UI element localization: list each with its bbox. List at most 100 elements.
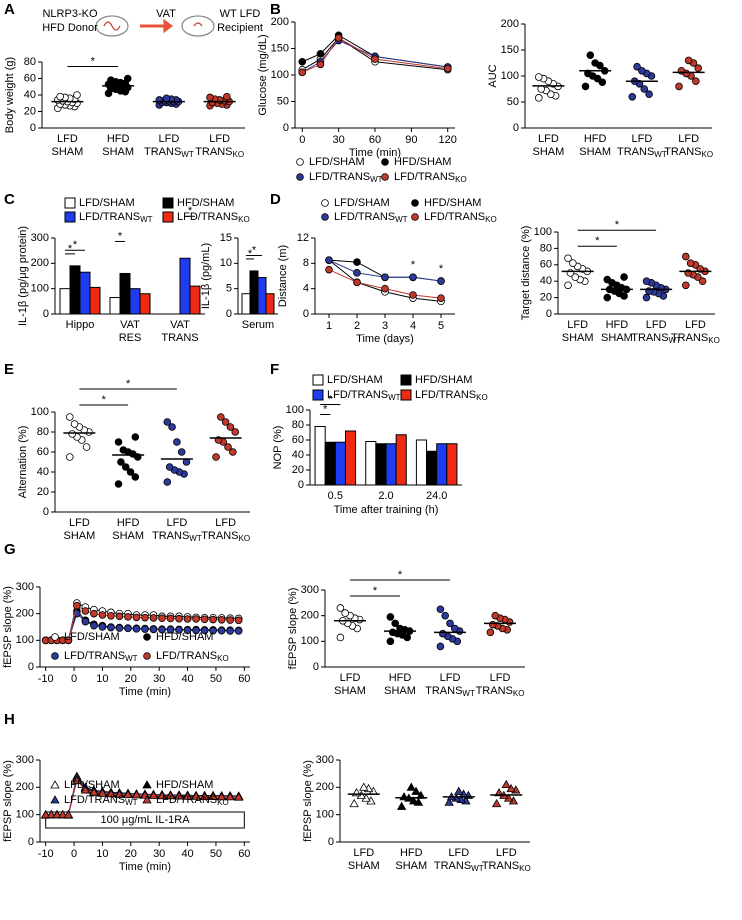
legend-label-sub: KO: [455, 175, 467, 184]
point: [131, 433, 140, 441]
legend-label: HFD/SHAM: [424, 197, 481, 209]
legend-marker: [296, 158, 304, 166]
point: [642, 293, 651, 302]
point: [416, 790, 426, 799]
point: [436, 642, 445, 651]
y-axis-label: AUC: [487, 64, 499, 87]
point: [65, 413, 74, 421]
legend-label-text: HFD/SHAM: [177, 197, 234, 209]
annotation: Recipient: [217, 22, 263, 34]
x-tick-label: LFD: [538, 133, 559, 145]
point: [491, 611, 500, 620]
legend-label-sub: WT: [370, 175, 383, 184]
point: [234, 616, 243, 625]
point: [217, 626, 226, 635]
x-tick-label: LFD: [209, 133, 230, 145]
x-tick-label: LFD: [678, 133, 699, 145]
x-axis-label: Time (days): [356, 333, 414, 345]
y-tick-label: 0: [283, 122, 289, 134]
point: [686, 259, 695, 267]
point: [391, 619, 400, 628]
significance-label: *: [328, 393, 333, 405]
point: [406, 782, 416, 791]
x-tick-label-sub: KO: [519, 864, 531, 873]
legend-label: LFD/TRANSWT: [309, 171, 383, 184]
point: [148, 790, 159, 799]
legend-label-sub: KO: [476, 393, 488, 402]
legend-label-text: LFD/SHAM: [309, 156, 365, 168]
bar: [249, 270, 259, 315]
point: [334, 34, 343, 42]
legend-label: LFD/TRANSWT: [334, 211, 408, 224]
panel-letter: F: [270, 361, 279, 378]
y-tick-label: 20: [292, 464, 304, 476]
point: [696, 265, 704, 273]
bar: [365, 441, 377, 486]
x-tick-label: TRANSWT: [144, 146, 194, 159]
point: [117, 458, 125, 466]
point: [124, 613, 132, 621]
x-tick-label-text: TRANS: [152, 530, 189, 542]
bar: [415, 439, 428, 486]
significance-label: *: [248, 248, 253, 260]
y-tick-label: 15: [220, 232, 232, 244]
point: [386, 637, 395, 646]
point: [81, 617, 90, 626]
point: [208, 791, 218, 801]
legend-marker: [142, 780, 152, 789]
legend-marker: [381, 158, 389, 166]
point: [681, 252, 690, 261]
point: [114, 438, 123, 446]
point: [107, 623, 115, 632]
point: [149, 625, 158, 634]
x-tick-label: 1: [326, 320, 332, 332]
x-tick-label: TRANSKO: [195, 146, 244, 159]
point: [217, 413, 225, 421]
x-tick-label: HFD: [606, 319, 629, 331]
point: [46, 809, 57, 819]
y-tick-label: 100: [16, 634, 34, 646]
x-tick-label-text: TRANS: [425, 685, 462, 697]
treatment-box: [45, 811, 245, 829]
point: [183, 626, 192, 634]
x-tick-label: 2.0: [378, 490, 393, 502]
legend-label-sub: WT: [125, 654, 138, 663]
legend-label-sub: KO: [238, 215, 250, 224]
y-tick-label: 20: [540, 292, 552, 304]
legend-marker: [321, 213, 329, 221]
y-tick-label: 300: [16, 581, 34, 593]
point: [221, 418, 230, 426]
point: [206, 93, 214, 102]
legend-swatch: [312, 374, 324, 386]
point: [677, 67, 686, 75]
legend-label: LFD/TRANSWT: [79, 211, 153, 224]
significance-label: *: [615, 219, 620, 231]
y-tick-label: 0: [546, 308, 552, 320]
x-tick-label: 40: [181, 848, 193, 860]
legend-label-text: LFD/TRANS: [394, 171, 455, 183]
y-tick-label: 8: [303, 257, 309, 269]
x-tick-label: 60: [369, 134, 381, 146]
legend-label-text: LFD/TRANS: [64, 650, 125, 662]
y-tick-label: 60: [292, 434, 304, 446]
x-tick-label: LFD: [646, 319, 667, 331]
x-tick-label: 120: [439, 134, 457, 146]
significance-label: *: [126, 378, 131, 390]
point: [640, 85, 649, 93]
x-tick-label: 24.0: [426, 490, 447, 502]
point: [73, 91, 81, 99]
y-tick-label: 20: [37, 486, 49, 498]
legend-label-sub: WT: [395, 215, 408, 224]
x-tick-label: LFD: [215, 517, 236, 529]
legend-label-text: LFD/SHAM: [64, 631, 120, 643]
point: [192, 626, 200, 635]
bar: [257, 277, 267, 315]
legend-marker: [411, 199, 419, 207]
y-tick-label: 60: [24, 72, 36, 84]
y-axis-label: Distance (m): [277, 245, 289, 307]
y-tick-label: 0: [328, 836, 334, 848]
bar: [385, 443, 397, 486]
point: [506, 783, 516, 793]
x-tick-label-sub: WT: [462, 689, 475, 698]
y-axis-label: fEPSP slope (%): [302, 760, 314, 842]
